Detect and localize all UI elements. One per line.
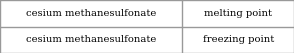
Text: cesium methanesulfonate: cesium methanesulfonate bbox=[26, 9, 156, 18]
Text: cesium methanesulfonate: cesium methanesulfonate bbox=[26, 35, 156, 44]
Text: melting point: melting point bbox=[204, 9, 272, 18]
Text: freezing point: freezing point bbox=[203, 35, 274, 44]
